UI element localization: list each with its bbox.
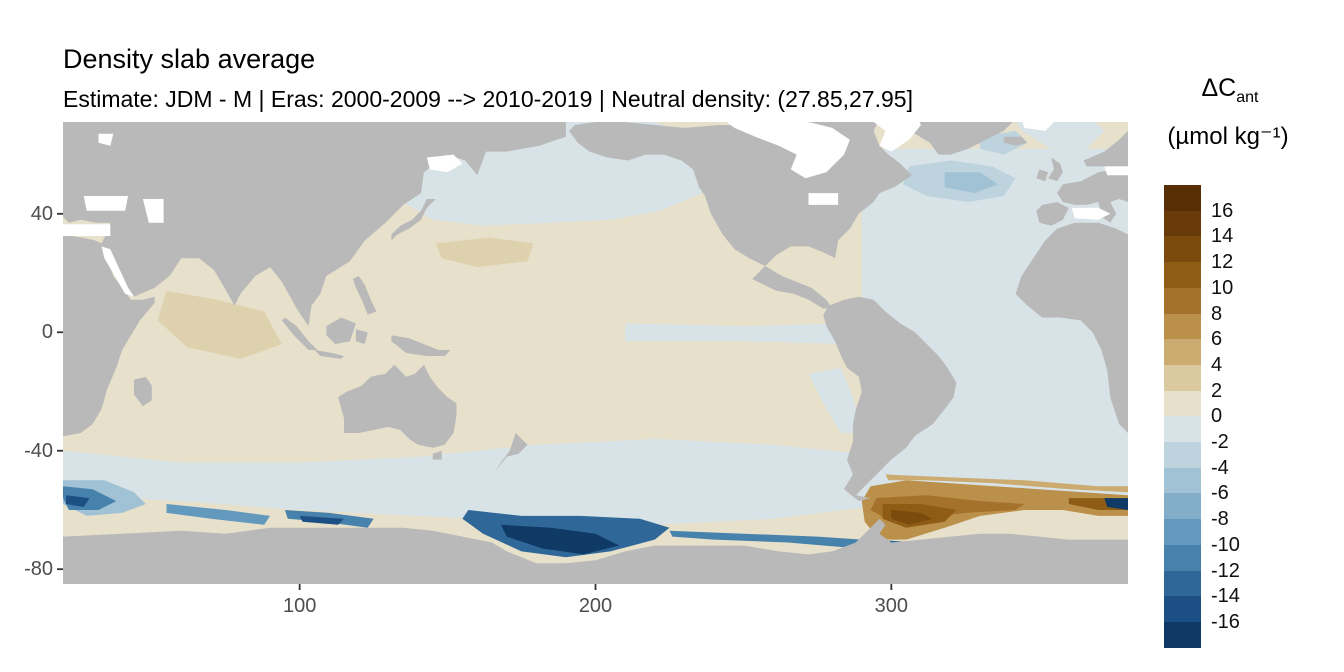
land-europe-right [1057, 169, 1128, 223]
legend-swatch [1164, 621, 1201, 649]
legend-break-label: -16 [1211, 610, 1240, 633]
legend-swatch [1164, 493, 1201, 520]
legend-swatch [1164, 544, 1201, 572]
ocean-region-central-indian-streak [166, 504, 271, 525]
land-iberia [1036, 202, 1069, 226]
ocean-region-north-atlantic-blue3 [944, 172, 998, 194]
nodata-norwegian-white [1022, 122, 1055, 131]
land-madagascar [134, 376, 152, 407]
legend-break-label: -4 [1211, 456, 1229, 479]
land-java [314, 350, 344, 359]
y-tick-label: 0 [41, 321, 53, 344]
y-tick-label: 40 [30, 202, 53, 225]
legend-swatch [1164, 416, 1201, 443]
legend-break-label: 10 [1211, 276, 1234, 299]
legend-break-label: 14 [1211, 225, 1234, 248]
legend-break-label: 2 [1211, 379, 1223, 402]
ocean-region-sw-indian-blob-core [66, 495, 90, 507]
ocean-region-right-edge-navy [1104, 498, 1128, 510]
land-australia [338, 364, 457, 448]
legend-break-label: -14 [1211, 585, 1240, 608]
land-borneo [326, 317, 356, 345]
legend-break-label: 16 [1211, 199, 1234, 222]
legend-break-label: 8 [1211, 302, 1223, 325]
ocean-region-chile-coast-lightblue [808, 367, 862, 433]
y-tick-label: -80 [24, 558, 53, 581]
legend-swatch [1164, 442, 1201, 469]
legend-swatch [1164, 519, 1201, 546]
legend-swatch [1164, 596, 1201, 623]
legend-break-label: 0 [1211, 405, 1223, 428]
legend-title-sub: ant [1236, 89, 1259, 106]
y-tick-label: -40 [24, 439, 53, 462]
plot-title: Density slab average [63, 44, 316, 74]
nodata-great-lakes [808, 193, 839, 205]
legend-break-label: -12 [1211, 559, 1240, 582]
legend-title-main: ΔC [1201, 74, 1237, 102]
land-eurasia [63, 122, 566, 327]
land-africa-east [63, 234, 155, 436]
land-japan [391, 199, 436, 241]
land-south-america [823, 296, 957, 502]
nodata-baffin-bay [873, 122, 921, 152]
x-tick-label: 100 [282, 595, 317, 617]
x-tick-label: 300 [874, 595, 909, 617]
plot-subtitle: Estimate: JDM - M | Eras: 2000-2009 --> … [63, 86, 913, 112]
ocean-region-east-antarctic-coast-streak [669, 530, 862, 549]
land-sumatra [281, 317, 318, 350]
land-scandinavia-right [1083, 130, 1128, 167]
legend-swatch [1164, 262, 1201, 289]
ocean-region-indian-tan [157, 290, 282, 359]
nodata-red-sea [101, 246, 134, 297]
land-antarctica [63, 518, 1128, 584]
land-sulawesi [355, 329, 368, 345]
legend-swatch [1164, 210, 1201, 237]
legend-swatch [1164, 467, 1201, 494]
ocean-region-ross-sea-blob-core [500, 524, 620, 555]
nodata-mediterranean-east [63, 224, 111, 236]
nodata-north-sea [1104, 166, 1128, 176]
land-iceland [1003, 136, 1028, 146]
legend-title: ΔCant [1150, 74, 1310, 107]
land-tasmania [432, 450, 442, 460]
legend-swatch [1164, 185, 1201, 212]
nodata-caspian-sea [142, 199, 164, 223]
legend-swatch [1164, 236, 1201, 263]
legend-break-label: 4 [1211, 353, 1223, 376]
ocean-region-equatorial-pacific-lightblue [625, 323, 847, 345]
legend-break-label: -8 [1211, 508, 1229, 531]
legend-swatch [1164, 287, 1201, 315]
x-tick-label: 200 [578, 595, 613, 617]
land-nw-africa-right [1015, 222, 1128, 433]
legend-bar [1164, 185, 1201, 649]
legend-swatch [1164, 364, 1201, 392]
land-uk [1048, 157, 1063, 182]
nodata-hudson-arctic [726, 122, 850, 179]
legend-swatch [1164, 390, 1201, 417]
nodata-mediterranean-west [1071, 207, 1111, 220]
land-new-guinea [391, 335, 451, 356]
ocean-region-south-australia-core [299, 515, 344, 525]
legend-swatch [1164, 339, 1201, 366]
ocean-region-nw-pacific-tan [435, 237, 534, 268]
nodata-black-sea [83, 196, 129, 211]
legend-break-label: 6 [1211, 328, 1223, 351]
ocean-region-atlantic-sector-brown-fringe [885, 474, 1128, 493]
legend-swatch [1164, 313, 1201, 340]
legend-break-label: -10 [1211, 533, 1240, 556]
ocean-region-atlantic-sector-brown-dark [891, 510, 933, 525]
nodata-kara-sea [205, 110, 285, 122]
land-ireland [1036, 169, 1049, 182]
legend-break-label: 12 [1211, 251, 1234, 274]
nodata-okhotsk [426, 154, 463, 173]
nodata-white-sea [98, 133, 114, 146]
legend-units: (µmol kg⁻¹) [1167, 123, 1289, 150]
legend-swatch [1164, 570, 1201, 597]
legend-break-label: -6 [1211, 482, 1229, 505]
land-philippines [352, 276, 377, 315]
land-new-zealand [494, 433, 528, 472]
legend-break-label: -2 [1211, 431, 1229, 453]
